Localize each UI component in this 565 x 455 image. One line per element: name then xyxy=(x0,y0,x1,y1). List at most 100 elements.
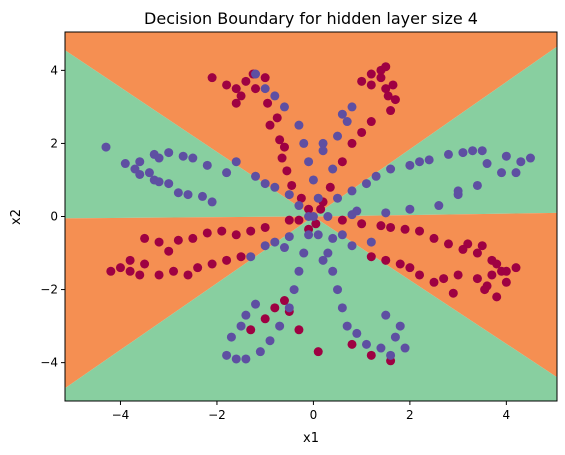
y-tick-label: 2 xyxy=(50,136,58,150)
data-point-class-1 xyxy=(101,142,111,152)
data-point-class-1 xyxy=(279,243,289,253)
data-point-class-0 xyxy=(366,80,376,90)
data-point-class-0 xyxy=(501,266,511,276)
data-point-class-0 xyxy=(477,241,487,251)
data-point-class-0 xyxy=(222,80,232,90)
data-point-class-0 xyxy=(386,106,396,116)
y-tick-label: −2 xyxy=(40,283,58,297)
data-point-class-1 xyxy=(294,266,304,276)
data-point-class-0 xyxy=(241,76,251,86)
data-point-class-0 xyxy=(135,270,145,280)
data-point-class-0 xyxy=(246,226,256,236)
data-point-class-0 xyxy=(415,270,425,280)
data-point-class-0 xyxy=(260,73,270,83)
data-point-class-0 xyxy=(140,259,150,269)
x-tick-label: 0 xyxy=(310,408,318,422)
x-tick-label: 2 xyxy=(406,408,414,422)
data-point-class-1 xyxy=(308,175,318,185)
data-point-class-0 xyxy=(366,117,376,127)
data-point-class-1 xyxy=(294,201,304,211)
data-point-class-0 xyxy=(366,350,376,360)
data-point-class-0 xyxy=(480,285,490,295)
data-point-class-1 xyxy=(501,151,511,161)
data-point-class-0 xyxy=(164,246,174,256)
data-point-class-0 xyxy=(357,219,367,229)
data-point-class-1 xyxy=(164,148,174,158)
data-point-class-1 xyxy=(313,193,323,203)
data-point-class-1 xyxy=(347,102,357,112)
data-point-class-0 xyxy=(381,255,391,265)
data-point-class-0 xyxy=(270,303,280,313)
data-point-class-1 xyxy=(323,248,333,258)
data-point-class-1 xyxy=(400,343,410,353)
data-point-class-0 xyxy=(376,221,386,231)
data-point-class-0 xyxy=(115,263,125,273)
data-points xyxy=(101,62,535,366)
data-point-class-0 xyxy=(400,224,410,234)
y-tick-label: −4 xyxy=(40,356,58,370)
data-point-class-1 xyxy=(289,285,299,295)
data-point-class-0 xyxy=(316,204,326,214)
data-point-class-1 xyxy=(328,233,338,243)
data-point-class-1 xyxy=(342,321,352,331)
data-point-class-0 xyxy=(390,95,400,105)
data-point-class-1 xyxy=(318,255,328,265)
data-point-class-1 xyxy=(323,212,333,221)
data-point-class-0 xyxy=(231,98,241,108)
data-point-class-0 xyxy=(125,255,135,265)
data-point-class-1 xyxy=(299,138,309,148)
data-point-class-0 xyxy=(487,270,497,280)
data-point-class-1 xyxy=(251,299,261,309)
data-point-class-0 xyxy=(443,239,453,249)
data-point-class-1 xyxy=(231,157,241,167)
data-point-class-0 xyxy=(325,182,335,192)
chart-title: Decision Boundary for hidden layer size … xyxy=(144,9,478,28)
data-point-class-1 xyxy=(405,160,415,170)
data-point-class-1 xyxy=(468,146,478,156)
data-point-class-1 xyxy=(352,328,362,338)
data-point-class-1 xyxy=(299,248,309,258)
data-point-class-1 xyxy=(328,266,338,276)
data-point-class-0 xyxy=(366,252,376,262)
data-point-class-1 xyxy=(497,168,507,178)
data-point-class-0 xyxy=(429,277,439,287)
data-point-class-1 xyxy=(236,321,246,331)
data-point-class-0 xyxy=(347,138,357,148)
data-point-class-1 xyxy=(405,204,415,214)
data-point-class-1 xyxy=(458,148,468,158)
x-tick-label: −4 xyxy=(112,408,130,422)
data-point-class-0 xyxy=(313,347,323,357)
data-point-class-1 xyxy=(366,237,376,247)
data-point-class-0 xyxy=(272,113,282,123)
data-point-class-1 xyxy=(525,153,535,163)
data-point-class-0 xyxy=(458,244,468,254)
data-point-class-1 xyxy=(202,160,212,170)
data-point-class-0 xyxy=(511,263,521,273)
data-point-class-1 xyxy=(173,188,183,198)
data-point-class-1 xyxy=(415,157,425,167)
y-tick-label: 4 xyxy=(50,63,58,77)
data-point-class-0 xyxy=(381,84,391,94)
data-point-class-0 xyxy=(492,292,502,302)
data-point-class-1 xyxy=(284,190,294,200)
data-point-class-0 xyxy=(337,157,347,167)
x-axis: −4 −2 0 2 4 xyxy=(112,401,510,422)
data-point-class-1 xyxy=(304,230,314,240)
data-point-class-0 xyxy=(311,219,321,229)
data-point-class-1 xyxy=(443,149,453,159)
data-point-class-1 xyxy=(337,230,347,240)
data-point-class-0 xyxy=(429,233,439,243)
data-point-class-0 xyxy=(448,288,458,298)
data-point-class-1 xyxy=(144,168,154,178)
data-point-class-1 xyxy=(241,310,251,320)
data-point-class-0 xyxy=(415,226,425,236)
data-point-class-0 xyxy=(106,266,116,276)
data-point-class-0 xyxy=(154,237,164,247)
data-point-class-1 xyxy=(284,232,294,242)
data-point-class-1 xyxy=(226,332,236,342)
data-point-class-0 xyxy=(236,252,246,262)
data-point-class-1 xyxy=(251,69,261,79)
data-point-class-1 xyxy=(434,201,444,211)
data-point-class-0 xyxy=(472,248,482,258)
